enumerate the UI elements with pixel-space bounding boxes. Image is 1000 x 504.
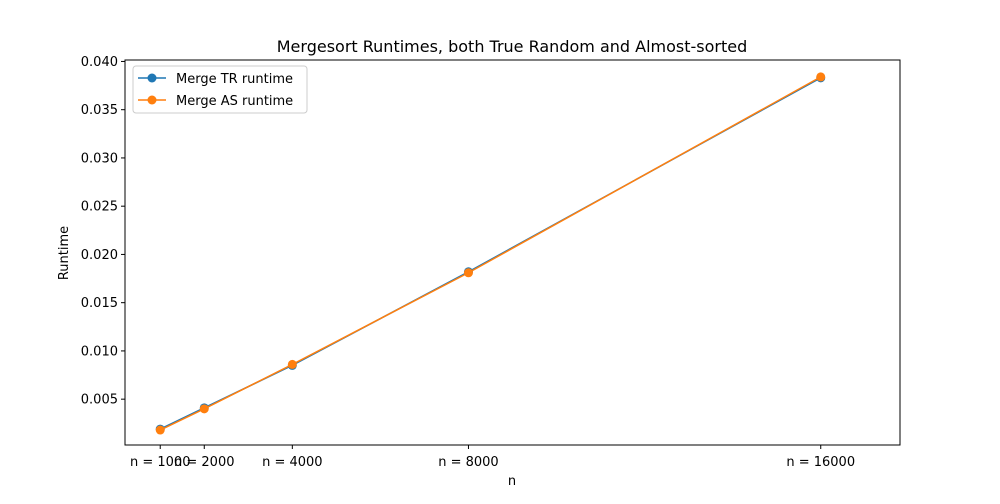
series-layer xyxy=(155,72,826,435)
y-tick-label: 0.030 xyxy=(81,151,118,166)
legend-box xyxy=(132,65,308,114)
x-tick-label: n = 1000 xyxy=(130,455,190,470)
y-tick-label: 0.015 xyxy=(81,296,118,311)
y-tick-label: 0.020 xyxy=(81,248,118,263)
x-tick-label: n = 4000 xyxy=(262,455,322,470)
data-point-s1-1 xyxy=(199,404,209,414)
plot-area xyxy=(124,59,901,446)
legend: Merge TR runtime Merge AS runtime xyxy=(132,65,308,114)
data-point-s1-4 xyxy=(816,72,826,82)
data-point-s1-2 xyxy=(287,359,297,369)
data-point-s1-3 xyxy=(463,268,473,278)
x-tick-label: n = 16000 xyxy=(786,455,855,470)
y-axis-label: Runtime xyxy=(57,226,72,280)
legend-marker-as xyxy=(147,95,157,105)
legend-label-as: Merge AS runtime xyxy=(176,94,293,109)
y-tick-label: 0.005 xyxy=(81,393,118,408)
x-axis-label: n xyxy=(508,474,516,489)
data-point-s1-0 xyxy=(155,425,165,435)
y-tick-label: 0.035 xyxy=(81,103,118,118)
y-tick-label: 0.040 xyxy=(81,55,118,70)
legend-label-tr: Merge TR runtime xyxy=(176,72,293,87)
chart-title: Mergesort Runtimes, both True Random and… xyxy=(277,37,748,56)
legend-marker-tr xyxy=(147,73,157,83)
x-tick-label: n = 8000 xyxy=(438,455,498,470)
x-tick-label: n = 2000 xyxy=(174,455,234,470)
y-tick-label: 0.010 xyxy=(81,344,118,359)
y-tick-label: 0.025 xyxy=(81,200,118,215)
y-axis: 0.005 0.010 0.015 0.020 0.025 0.030 0.035 0.040 xyxy=(81,55,125,408)
